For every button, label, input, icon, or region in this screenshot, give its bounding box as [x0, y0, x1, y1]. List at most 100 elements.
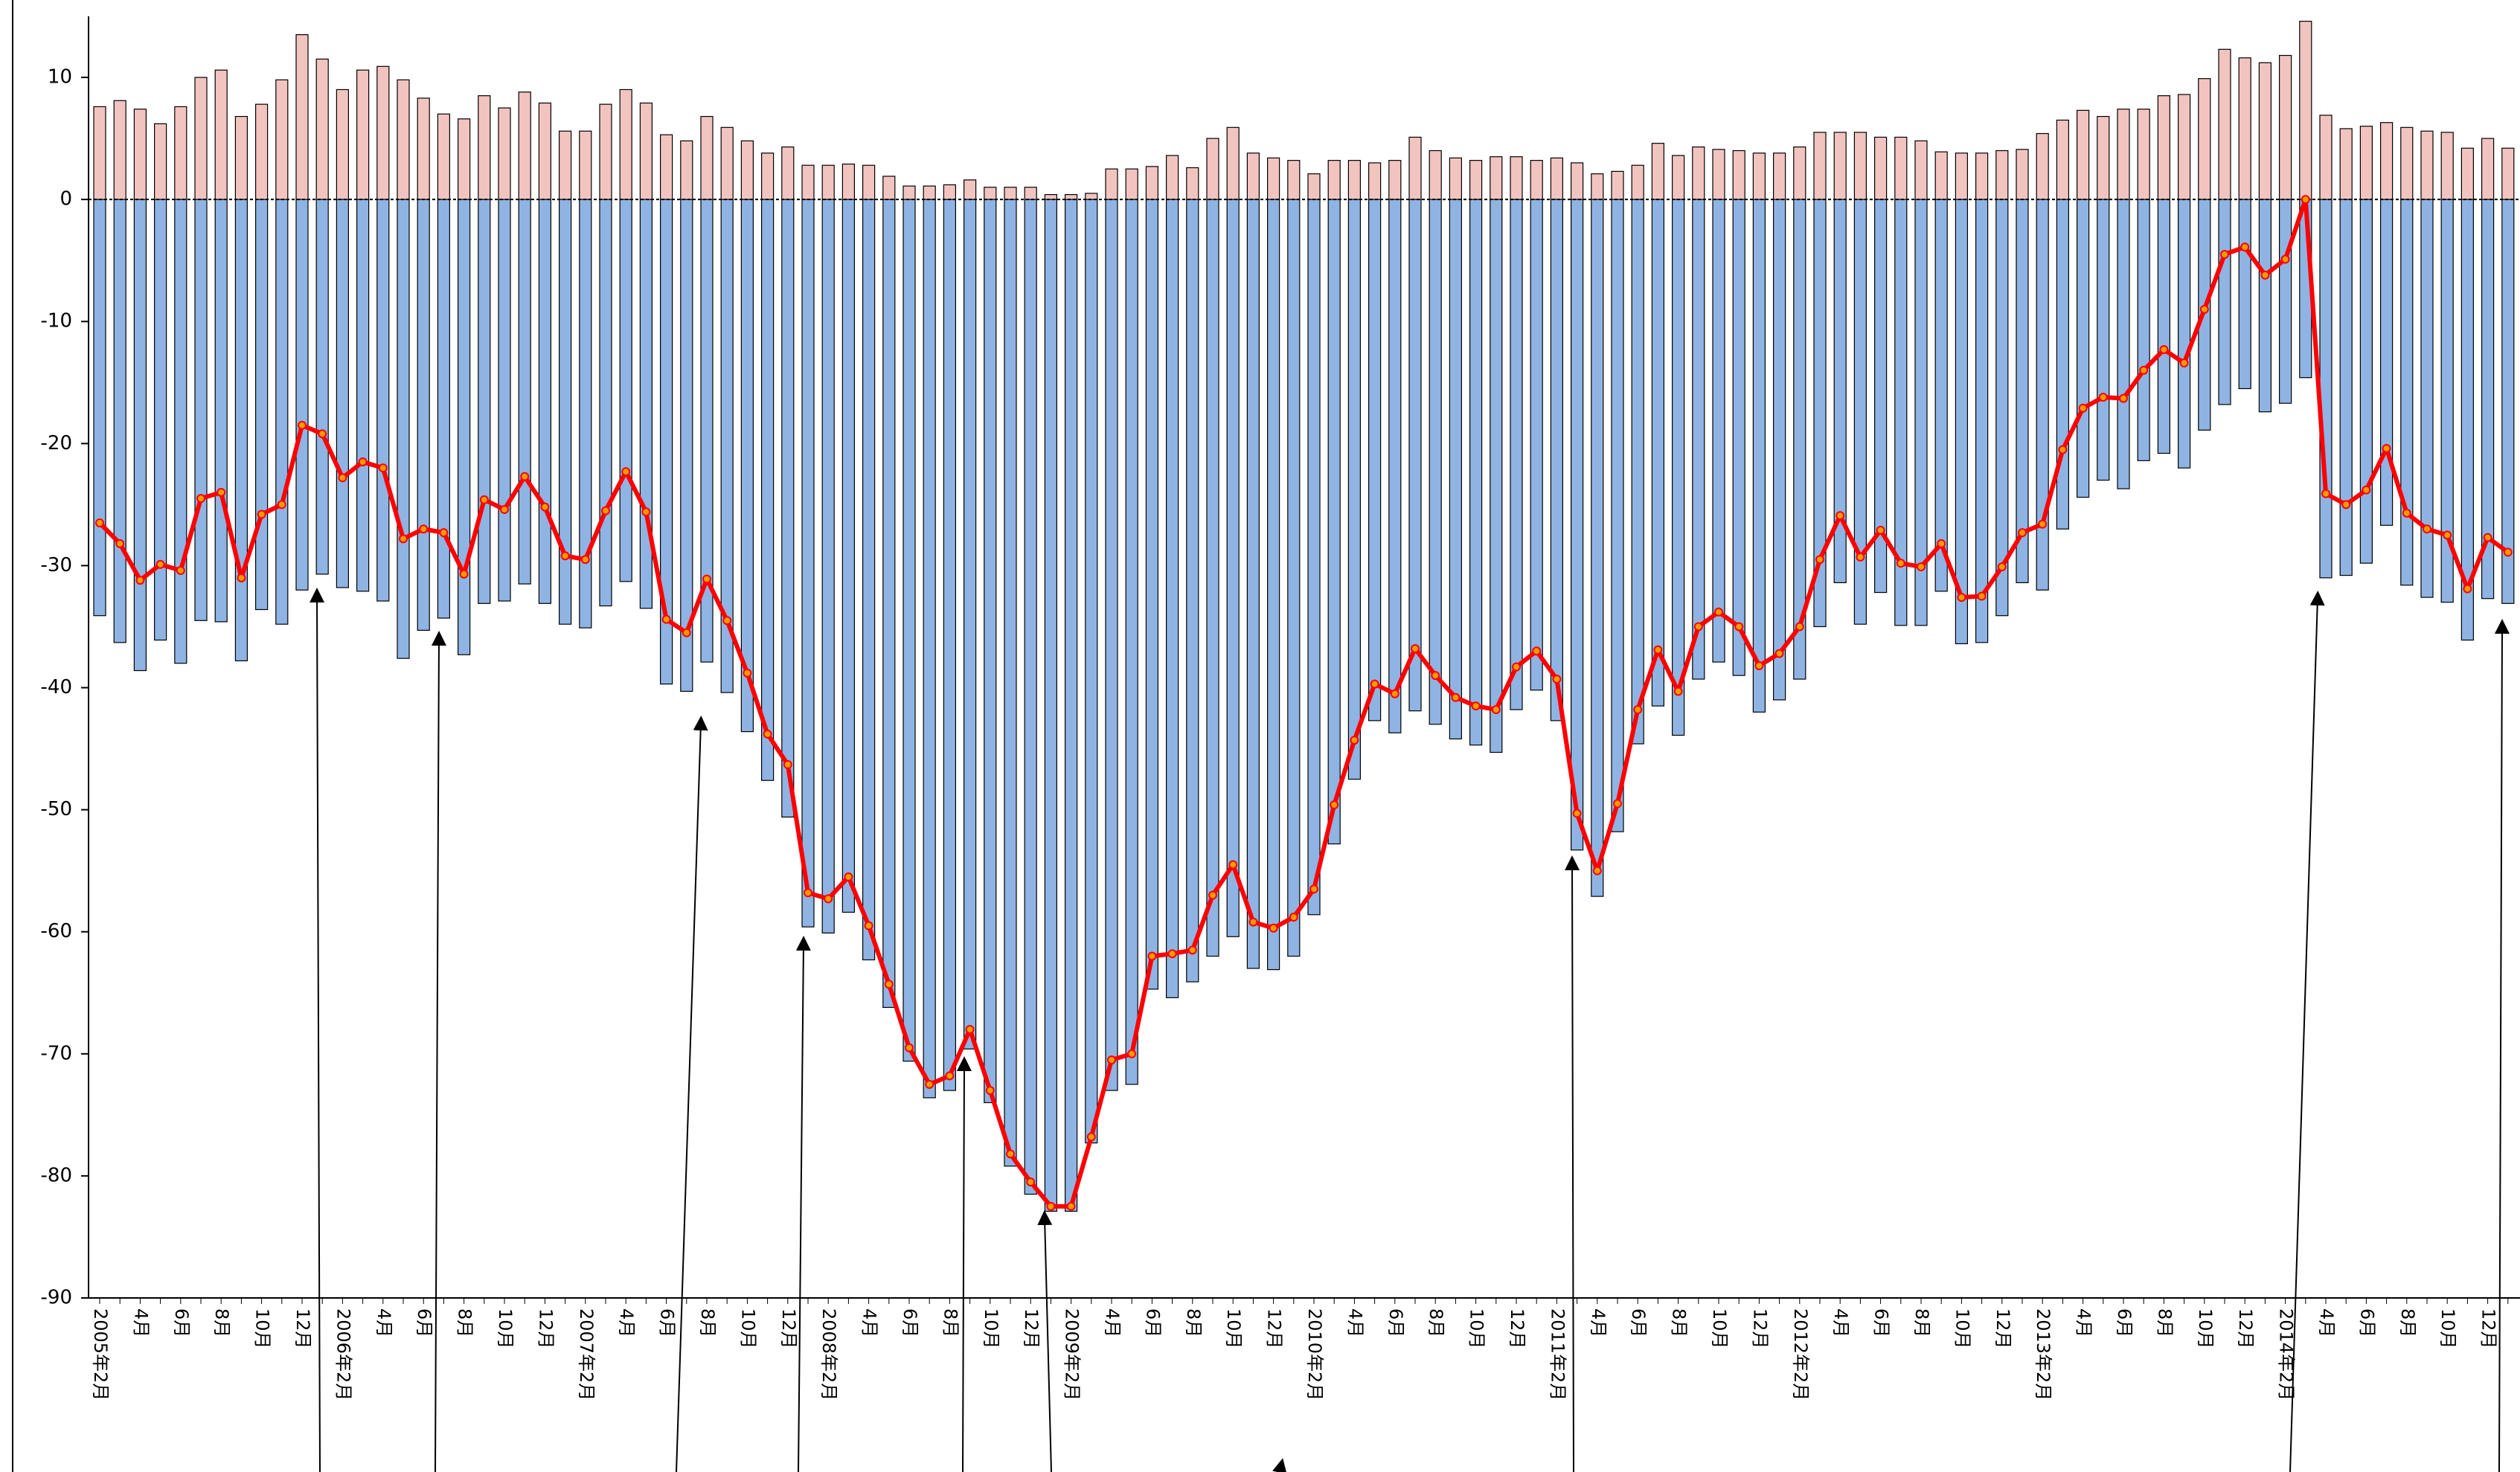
line-marker [1572, 809, 1582, 818]
line-marker [1633, 705, 1643, 715]
line-marker [1187, 945, 1197, 955]
bar [93, 106, 106, 200]
bar [1510, 156, 1523, 200]
line-marker [1330, 800, 1339, 810]
x-tick-label: 12月 [535, 1308, 556, 1349]
bar [2056, 199, 2069, 530]
bar [2501, 147, 2515, 200]
bar [1692, 146, 1705, 200]
line-marker [1613, 799, 1622, 809]
line-marker [2280, 254, 2290, 264]
line-marker [580, 555, 590, 565]
y-tick-label: 0 [60, 188, 72, 210]
line-marker [1673, 687, 1683, 696]
bar [1813, 132, 1827, 200]
line-marker [2058, 445, 2068, 454]
bar [2339, 199, 2353, 576]
bar [943, 184, 957, 200]
line-marker [479, 495, 489, 504]
line-marker [1107, 1055, 1116, 1065]
bar [1510, 199, 1523, 710]
line-marker [1350, 736, 1359, 745]
bar [1651, 143, 1664, 200]
bar [639, 102, 653, 200]
line-marker [884, 980, 894, 989]
bar [680, 140, 693, 200]
bar [1712, 149, 1725, 200]
bar [2481, 199, 2495, 600]
bar [1672, 155, 1685, 200]
line-marker [439, 528, 449, 538]
bar [659, 199, 673, 685]
x-tick-label: 6月 [1871, 1308, 1892, 1337]
line-marker [298, 420, 307, 430]
bar [1631, 199, 1644, 745]
bar [1530, 160, 1543, 200]
line-marker [540, 502, 550, 512]
x-tick-label: 4月 [1102, 1308, 1123, 1337]
bar [1995, 150, 2009, 200]
bar [579, 130, 592, 200]
bar [1469, 199, 1483, 746]
bar [2440, 132, 2454, 200]
line-marker [1026, 1177, 1036, 1187]
x-tick-label: 12月 [1021, 1308, 1042, 1349]
bar [1955, 152, 1968, 200]
line-marker [217, 487, 226, 497]
bar [397, 199, 410, 659]
bar [498, 107, 511, 200]
bar [1347, 199, 1362, 780]
bar [1874, 136, 1888, 200]
bar [1550, 157, 1563, 200]
bar [558, 199, 572, 625]
x-tick-label: 6月 [414, 1308, 435, 1337]
x-tick-label: 12月 [1507, 1308, 1527, 1349]
bar [2117, 109, 2130, 200]
bar [1266, 157, 1280, 200]
bar [882, 199, 896, 1009]
bar [882, 176, 896, 200]
line-marker [1491, 705, 1501, 715]
bar [1145, 199, 1159, 990]
line-marker [196, 494, 205, 504]
bar [1732, 150, 1745, 200]
x-tick-label: 6月 [900, 1308, 920, 1337]
line-marker [318, 429, 327, 439]
bar [1105, 168, 1118, 200]
bar [1246, 152, 1260, 200]
line-marker [1471, 701, 1481, 711]
bar [478, 95, 491, 200]
bar [1145, 166, 1159, 200]
bar [518, 91, 531, 200]
line-marker [1046, 1201, 1056, 1211]
y-tick-label: -20 [41, 432, 72, 454]
x-tick-label: 12月 [2478, 1308, 2499, 1349]
bar [1995, 199, 2009, 617]
bar [1975, 199, 1989, 643]
bar [518, 199, 531, 585]
x-tick-label: 8月 [455, 1308, 475, 1337]
bar [295, 34, 309, 200]
x-tick-label: 4月 [1588, 1308, 1609, 1337]
x-tick-label: 8月 [1426, 1308, 1446, 1337]
x-tick-label: 10月 [1952, 1308, 1972, 1349]
bar [720, 126, 734, 200]
bar [194, 77, 208, 200]
bar [2339, 128, 2353, 200]
line-marker [965, 1024, 975, 1034]
x-tick-label: 2008年2月 [818, 1308, 839, 1401]
bar [1347, 160, 1362, 200]
bar [2380, 199, 2394, 526]
line-marker [1653, 645, 1663, 655]
bar [2501, 199, 2515, 604]
line-marker [156, 559, 165, 569]
x-tick-label: 6月 [657, 1308, 678, 1337]
bar [1024, 199, 1037, 1195]
bar [700, 199, 714, 663]
bar [336, 89, 349, 200]
line-marker [1451, 692, 1461, 702]
bar [1449, 157, 1463, 200]
bar [2097, 199, 2110, 481]
bar [740, 140, 754, 200]
